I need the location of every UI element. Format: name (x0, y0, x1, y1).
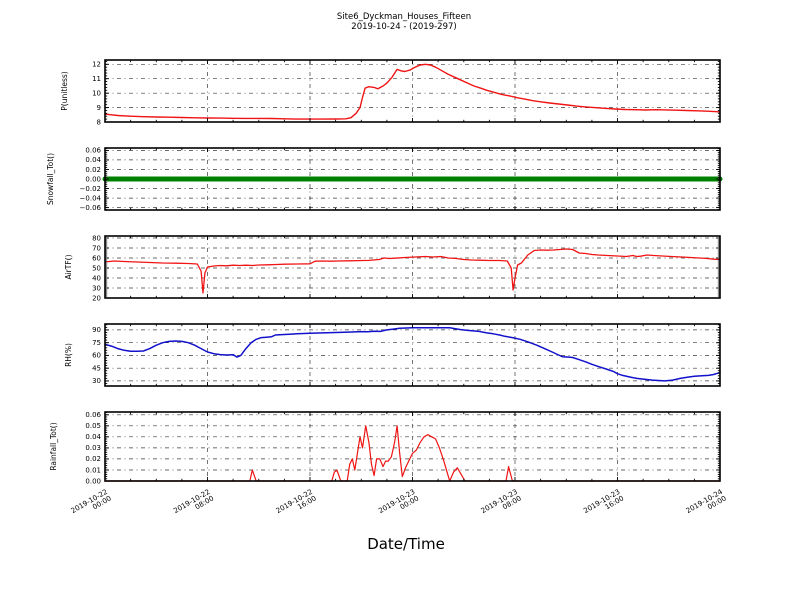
y-tick-label: 0.04 (85, 156, 101, 164)
series-line-airtf (104, 248, 721, 294)
y-tick-label: −0.02 (80, 185, 101, 193)
grid-lines (105, 60, 720, 122)
series-line-rh (104, 326, 721, 382)
y-tick-label: 45 (92, 365, 101, 373)
x-tick-label: 2019-10-2316:00 (582, 488, 625, 522)
y-axis-label-rh: RH(%) (64, 343, 73, 367)
y-tick-label: 0.02 (85, 455, 101, 463)
panel-snowfall-tot: −0.06 −0.04−0.02 0.000.02 0.040.06 Snowfall_… (46, 147, 723, 212)
y-tick-label: 70 (92, 244, 101, 252)
axes-frame (104, 411, 721, 482)
x-tick-label: 2019-10-2208:00 (172, 488, 215, 522)
axes-frame (104, 147, 721, 211)
panel-rainfall-tot: 0.00 0.01 0.02 0.03 0.04 0.05 0.06 Rainfall_Tot… (49, 411, 728, 522)
y-tick-label: 8 (97, 118, 101, 126)
x-tick-label: 2019-10-2400:00 (685, 488, 728, 522)
y-axis-label-snowfall-tot: Snowfall_Tot() (46, 153, 55, 205)
y-tick-label: 30 (92, 377, 101, 385)
y-tick-label: 12 (92, 61, 101, 69)
y-axis-label-rainfall-tot: Rainfall_Tot() (49, 422, 58, 470)
x-tick-label: 2019-10-2200:00 (70, 488, 113, 522)
panel-airtf: 20 30 40 50 60 70 80 AirTF() (64, 234, 721, 302)
y-tick-label: 30 (92, 284, 101, 292)
y-tick-label: 60 (92, 254, 101, 262)
y-tick-label: 9 (97, 104, 101, 112)
y-tick-label: 0.03 (85, 444, 101, 452)
y-tick-label: 11 (92, 75, 101, 83)
grid-lines (105, 324, 720, 386)
panel-p-unitless: 8 9 10 11 12 P(unitless) (60, 59, 721, 126)
axes-frame (104, 59, 721, 123)
y-axis-label-airtf: AirTF() (64, 254, 73, 279)
y-tick-label: 0.00 (85, 175, 101, 183)
y-tick-label: 40 (92, 274, 101, 282)
y-tick-label: 0.05 (85, 422, 101, 430)
chart-title-line1: Site6_Dyckman_Houses_Fifteen (337, 12, 471, 22)
x-tick-label: 2019-10-2216:00 (275, 488, 318, 522)
axes-frame (104, 235, 721, 299)
y-tick-label: 90 (92, 326, 101, 334)
plot-area (105, 412, 720, 481)
y-tick-label: 0.06 (85, 411, 101, 419)
x-axis-title: Date/Time (367, 535, 445, 553)
chart-title-line2: 2019-10-24 - (2019-297) (351, 22, 456, 32)
y-tick-label: 0.00 (85, 477, 101, 485)
y-tick-label: 0.02 (85, 166, 101, 174)
series-line-rainfall-tot (104, 425, 721, 482)
x-tick-labels: 2019-10-2200:00 2019-10-2208:00 2019-10-22… (70, 488, 728, 522)
y-tick-label: 0.04 (85, 433, 101, 441)
y-tick-label: 10 (92, 90, 101, 98)
y-tick-label: 20 (92, 294, 101, 302)
y-tick-label: −0.04 (80, 194, 102, 202)
series-line-p-unitless (104, 63, 721, 120)
y-tick-label: 80 (92, 234, 101, 242)
y-tick-label: 60 (92, 352, 101, 360)
x-tick-label: 2019-10-2300:00 (377, 488, 420, 522)
y-tick-label: 50 (92, 264, 101, 272)
y-tick-label: 75 (92, 339, 101, 347)
y-axis-label-p-unitless: P(unitless) (60, 71, 69, 110)
x-tick-label: 2019-10-2308:00 (480, 488, 523, 522)
chart-panels: 89101112P(unitless)−0.06−0.04−0.020.000.… (46, 59, 728, 522)
plot-area (105, 236, 720, 298)
y-tick-label: −0.06 (80, 204, 102, 212)
y-tick-label: 0.01 (85, 466, 101, 474)
axes-frame (104, 323, 721, 387)
y-tick-label: 0.06 (85, 147, 101, 155)
panel-rh: 30 45 60 75 90 RH(%) (64, 323, 721, 387)
